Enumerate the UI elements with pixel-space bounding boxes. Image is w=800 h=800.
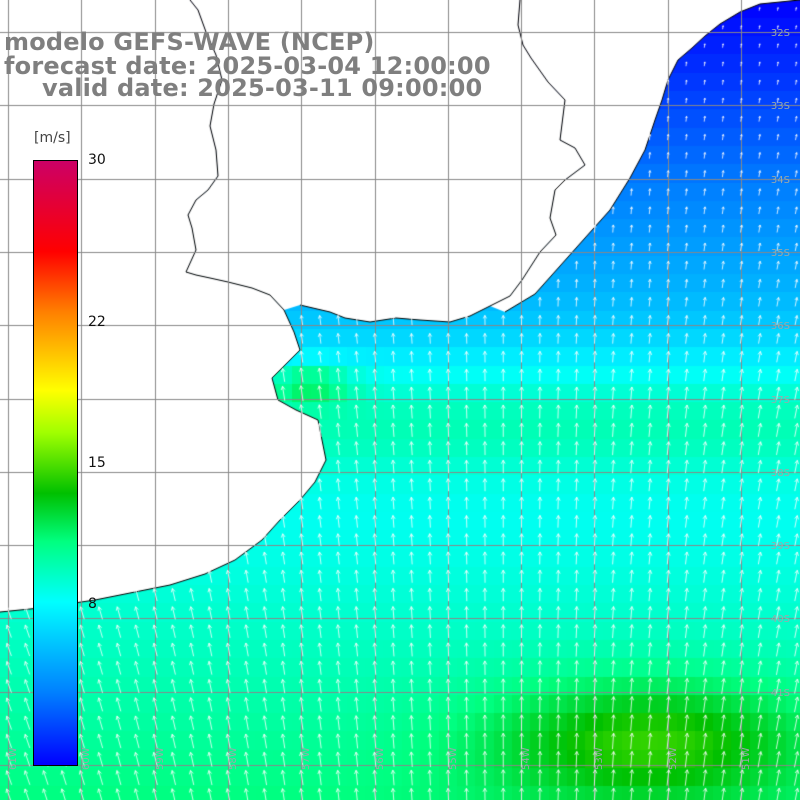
colorbar-tick-8: 8 (88, 596, 97, 613)
colorbar-units: [m/s] (34, 130, 71, 146)
colorbar-tick-22: 22 (88, 313, 106, 330)
lat-label: 37S (770, 394, 790, 406)
lat-label: 33S (770, 101, 790, 113)
lat-label: 40S (770, 614, 790, 626)
lat-label: 32S (770, 28, 790, 39)
colorbar-tick-30: 30 (88, 152, 106, 168)
lat-label: 41S (770, 687, 790, 699)
lat-label: 38S (770, 467, 790, 479)
valid-date-label: valid date: 2025-03-11 09:00:00 (42, 74, 483, 102)
lat-label: 35S (770, 247, 790, 259)
lat-label: 36S (770, 321, 790, 333)
lat-label: 34S (770, 174, 790, 186)
colorbar-legend (33, 160, 78, 766)
forecast-date-label: forecast date: 2025-03-04 12:00:00 (4, 52, 491, 80)
colorbar-tick-15: 15 (88, 455, 106, 471)
model-title: modelo GEFS-WAVE (NCEP) (4, 28, 375, 56)
lat-label: 39S (770, 541, 790, 553)
